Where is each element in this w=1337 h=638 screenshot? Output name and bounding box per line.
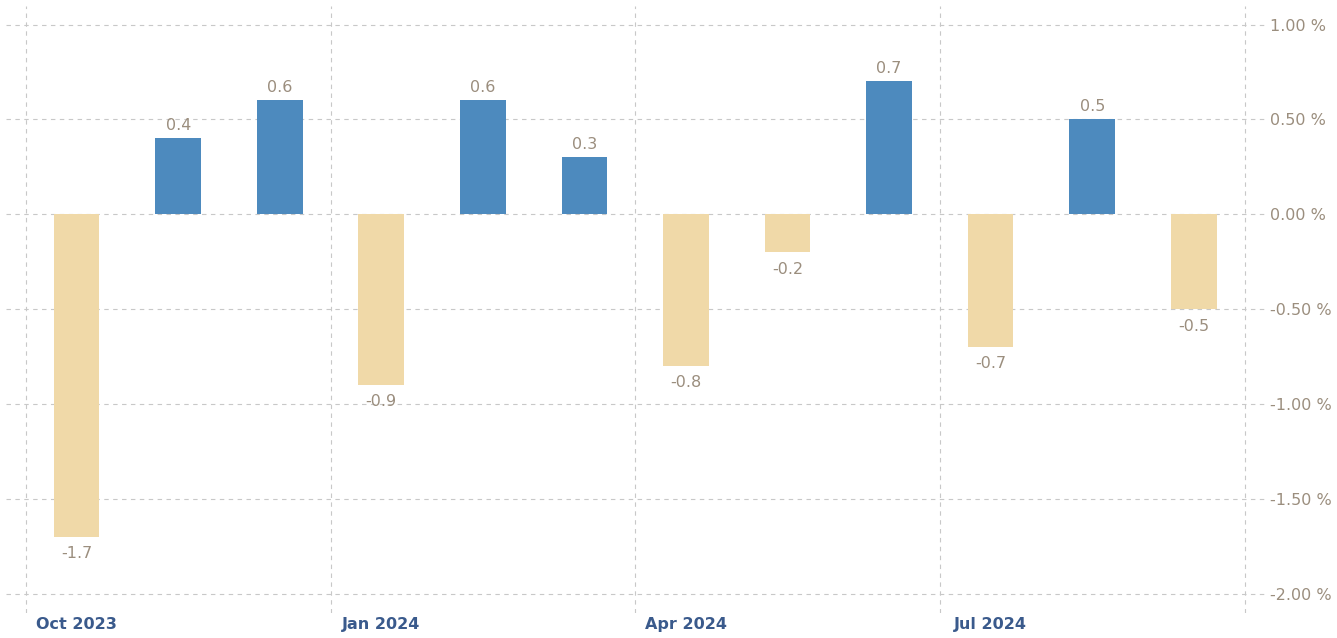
Bar [968, 214, 1013, 347]
Bar [765, 214, 810, 252]
Text: 0.6: 0.6 [471, 80, 496, 94]
Bar [866, 82, 912, 214]
Text: -0.8: -0.8 [670, 376, 702, 390]
Bar [358, 214, 404, 385]
Bar [1171, 214, 1217, 309]
Text: -0.7: -0.7 [975, 357, 1007, 371]
Text: -0.2: -0.2 [771, 262, 804, 277]
Text: -1.7: -1.7 [62, 546, 92, 561]
Bar [53, 214, 99, 537]
Bar [460, 100, 505, 214]
Text: 0.5: 0.5 [1079, 99, 1104, 114]
Bar [1070, 119, 1115, 214]
Bar [562, 158, 607, 214]
Bar [155, 138, 201, 214]
Text: -0.5: -0.5 [1178, 318, 1209, 334]
Text: -0.9: -0.9 [366, 394, 397, 410]
Bar [663, 214, 709, 366]
Text: 0.3: 0.3 [572, 137, 598, 152]
Text: 0.4: 0.4 [166, 117, 191, 133]
Text: 0.6: 0.6 [267, 80, 293, 94]
Bar [257, 100, 302, 214]
Text: 0.7: 0.7 [876, 61, 901, 76]
